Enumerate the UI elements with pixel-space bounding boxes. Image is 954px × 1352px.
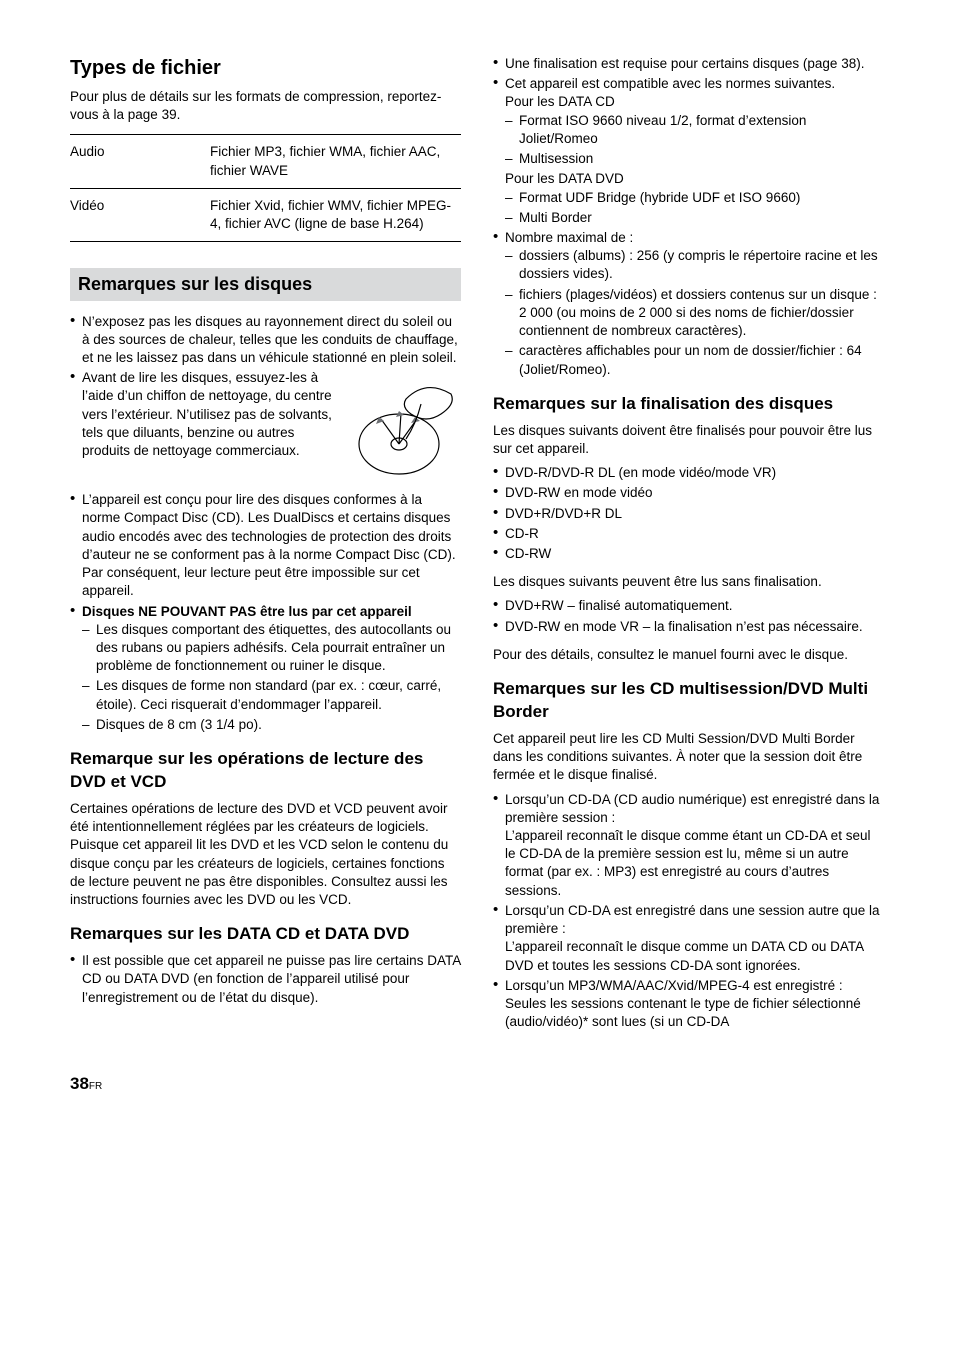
- list-item: CD-RW: [493, 545, 884, 563]
- section-disc-notes: Remarques sur les disques: [70, 268, 461, 300]
- list-item: Les disques comportant des étiquettes, d…: [82, 621, 461, 676]
- disc-wipe-illustration: [351, 369, 461, 489]
- body-text: Cet appareil peut lire les CD Multi Sess…: [493, 730, 884, 785]
- cell-val: Fichier Xvid, fichier WMV, fichier MPEG-…: [210, 188, 461, 241]
- list-item: DVD-RW en mode vidéo: [493, 484, 884, 502]
- cell-key: Vidéo: [70, 188, 210, 241]
- list-item: Format UDF Bridge (hybride UDF et ISO 96…: [505, 189, 884, 207]
- intro-text: Pour plus de détails sur les formats de …: [70, 88, 461, 124]
- cell-val: Fichier MP3, fichier WMA, fichier AAC, f…: [210, 135, 461, 188]
- list-item: Disques NE POUVANT PAS être lus par cet …: [70, 603, 461, 735]
- list-item-text: Lorsqu’un CD-DA est enregistré dans une …: [505, 903, 879, 936]
- body-text: Les disques suivants doivent être finali…: [493, 422, 884, 458]
- table-row: Audio Fichier MP3, fichier WMA, fichier …: [70, 135, 461, 188]
- list-item: Format ISO 9660 niveau 1/2, format d’ext…: [505, 112, 884, 148]
- list-item: Les disques de forme non standard (par e…: [82, 677, 461, 713]
- list-item-text: Lorsqu’un MP3/WMA/AAC/Xvid/MPEG-4 est en…: [505, 978, 843, 993]
- list-item: Cet appareil est compatible avec les nor…: [493, 75, 884, 227]
- page-number-value: 38: [70, 1074, 89, 1093]
- list-item: Nombre maximal de : dossiers (albums) : …: [493, 229, 884, 379]
- list-item: N’exposez pas les disques au rayonnement…: [70, 313, 461, 368]
- list-item-text: Avant de lire les disques, essuyez-les à…: [82, 370, 332, 458]
- page-number-suffix: FR: [89, 1081, 102, 1092]
- list-item-text: Cet appareil est compatible avec les nor…: [505, 76, 835, 91]
- heading-dvd-vcd-playback: Remarque sur les opérations de lecture d…: [70, 748, 461, 794]
- list-item: CD-R: [493, 525, 884, 543]
- list-item-text: Lorsqu’un CD-DA (CD audio numérique) est…: [505, 792, 879, 825]
- list-item: Multisession: [505, 150, 884, 168]
- list-item: DVD-R/DVD-R DL (en mode vidéo/mode VR): [493, 464, 884, 482]
- heading-data-cd-dvd: Remarques sur les DATA CD et DATA DVD: [70, 923, 461, 946]
- body-text: Certaines opérations de lecture des DVD …: [70, 800, 461, 909]
- list-item-text: Nombre maximal de :: [505, 230, 633, 245]
- list-item: L’appareil est conçu pour lire des disqu…: [70, 491, 461, 600]
- list-item-text: L’appareil reconnaît le disque comme éta…: [505, 828, 870, 898]
- list-item-text: L’appareil reconnaît le disque comme un …: [505, 939, 863, 972]
- list-item: fichiers (plages/vidéos) et dossiers con…: [505, 286, 884, 341]
- list-item: DVD+R/DVD+R DL: [493, 505, 884, 523]
- bold-text: Disques NE POUVANT PAS être lus par cet …: [82, 604, 412, 619]
- list-item: Lorsqu’un CD-DA est enregistré dans une …: [493, 902, 884, 975]
- list-item: Disques de 8 cm (3 1/4 po).: [82, 716, 461, 734]
- list-item: Il est possible que cet appareil ne puis…: [70, 952, 461, 1007]
- heading-multisession: Remarques sur les CD multisession/DVD Mu…: [493, 678, 884, 724]
- list-item: Multi Border: [505, 209, 884, 227]
- list-item: Lorsqu’un CD-DA (CD audio numérique) est…: [493, 791, 884, 900]
- filetypes-table: Audio Fichier MP3, fichier WMA, fichier …: [70, 134, 461, 242]
- page-number: 38FR: [70, 1073, 884, 1096]
- cell-key: Audio: [70, 135, 210, 188]
- sub-label: Pour les DATA DVD: [505, 171, 624, 186]
- list-item: DVD+RW – finalisé automatiquement.: [493, 597, 884, 615]
- list-item: caractères affichables pour un nom de do…: [505, 342, 884, 378]
- heading-file-types: Types de fichier: [70, 55, 461, 82]
- sub-label: Pour les DATA CD: [505, 94, 615, 109]
- list-item: Lorsqu’un MP3/WMA/AAC/Xvid/MPEG-4 est en…: [493, 977, 884, 1032]
- list-item: dossiers (albums) : 256 (y compris le ré…: [505, 247, 884, 283]
- list-item: Une finalisation est requise pour certai…: [493, 55, 884, 73]
- list-item: Avant de lire les disques, essuyez-les à…: [70, 369, 461, 489]
- heading-finalization: Remarques sur la finalisation des disque…: [493, 393, 884, 416]
- body-text: Les disques suivants peuvent être lus sa…: [493, 573, 884, 591]
- body-text: Pour des détails, consultez le manuel fo…: [493, 646, 884, 664]
- table-row: Vidéo Fichier Xvid, fichier WMV, fichier…: [70, 188, 461, 241]
- list-item-text: Seules les sessions contenant le type de…: [505, 996, 861, 1029]
- list-item: DVD-RW en mode VR – la finalisation n’es…: [493, 618, 884, 636]
